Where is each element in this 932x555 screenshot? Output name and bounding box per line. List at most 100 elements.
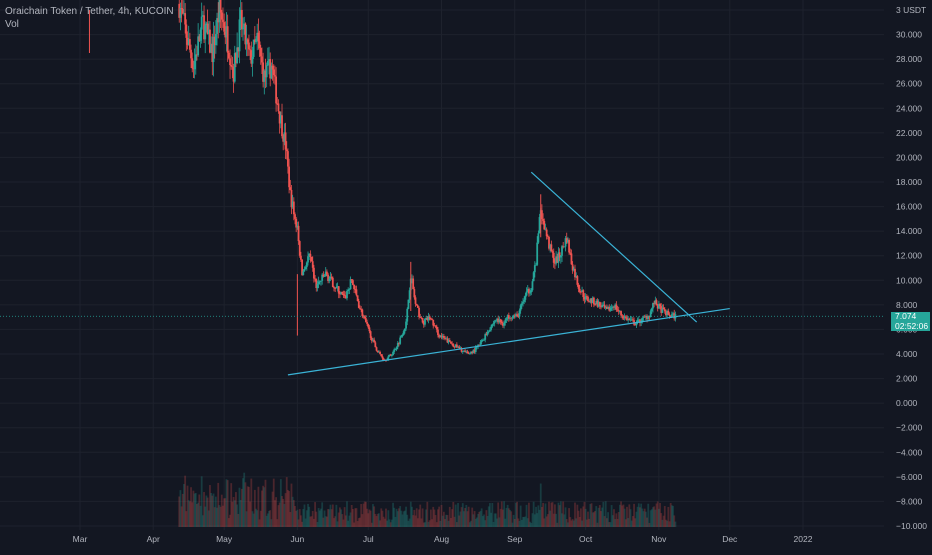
volume-bar [585,519,588,527]
volume-bar [251,511,254,527]
candle-body [559,255,562,258]
volume-bar [255,508,257,527]
volume-bar [250,478,253,527]
volume-bar [642,511,645,527]
candle-body [523,299,526,302]
candle-body [288,166,291,188]
candle-body [218,0,221,23]
candle-body [464,350,467,352]
volume-bar [207,510,210,527]
candle-body [395,347,398,350]
candle-body [637,319,640,321]
volume-bar [203,492,205,527]
candle-body [474,347,477,352]
candle-body [574,268,576,278]
price-axis[interactable]: 3 USDT 30.000 28.000 26.000 24.000 22.000 20.0… [896,5,927,531]
candle-body [310,256,313,262]
candle-body [370,337,373,341]
candle-body [471,351,474,354]
volume-bar [200,476,203,527]
volume-bar [562,501,565,527]
volume-bar [374,513,377,527]
volume-bar [477,513,480,527]
candle-body [401,334,404,337]
candle-body [278,111,281,124]
volume-bar [643,508,646,527]
volume-bar [227,518,230,527]
candle-body [341,291,344,294]
volume-bar [240,488,243,527]
candle-body [308,253,311,257]
candle-body [623,316,626,319]
volume-bar [474,518,477,527]
candle-body [478,344,481,346]
volume-bar [543,518,546,527]
volume-bar [433,509,436,527]
candle-body [180,8,183,10]
volume-histogram [178,472,677,527]
candle-body [620,311,622,316]
volume-bar [465,505,468,527]
volume-bar [628,504,631,527]
candle-body [246,39,249,43]
trendlines[interactable] [0,171,884,376]
candle-body [263,70,266,82]
candle-body [323,276,326,277]
volume-bar [383,518,386,527]
candle-body [484,334,487,340]
volume-bar [360,504,363,527]
candle-body [445,338,448,340]
volume-bar [463,511,465,527]
volume-bar [187,500,190,527]
volume-bar [523,517,526,527]
volume-bar [538,509,541,527]
volume-bar [499,508,502,527]
volume-bar [447,520,450,527]
candle-body [415,303,418,306]
volume-bar [564,507,567,527]
volume-bar [366,508,368,527]
volume-bar [246,486,249,527]
time-tick-label: 2022 [794,534,813,544]
candle-body [355,289,358,296]
volume-bar [344,515,347,527]
volume-bar [450,518,452,527]
volume-bar [609,522,612,527]
candle-body [428,316,431,319]
time-tick-label: Jul [363,534,374,544]
volume-bar [274,500,276,527]
candle-body [304,267,307,269]
volume-bar [420,518,423,527]
volume-bar [401,514,404,527]
volume-bar [272,478,275,527]
symbol-title[interactable]: Oraichain Token / Tether, 4h, KUCOIN [5,6,174,17]
candle-body [326,271,328,275]
volume-bar [368,509,371,527]
candle-body [192,68,195,70]
candle-body [450,341,452,344]
candle-body [446,338,449,343]
volume-bar [405,506,407,527]
volume-bar [548,501,550,527]
volume-bar [561,513,563,527]
volume-bar [263,487,266,527]
candle-body [320,280,322,282]
candle-body [374,342,377,348]
candle-body [276,103,279,105]
volume-bar [604,501,607,527]
volume-bar [289,512,292,527]
volume-bar [341,514,344,527]
time-axis[interactable]: Mar Apr May Jun Jul Aug Sep Oct Nov Dec 2022 [73,534,813,544]
candle-body [461,350,464,352]
volume-bar [349,512,352,527]
volume-label[interactable]: Vol [5,19,19,30]
volume-bar [300,515,302,527]
volume-bar [390,519,393,527]
volume-bar [324,516,327,527]
volume-bar [268,510,270,527]
candle-body [327,274,329,281]
volume-bar [657,508,660,527]
candle-body [402,331,405,335]
